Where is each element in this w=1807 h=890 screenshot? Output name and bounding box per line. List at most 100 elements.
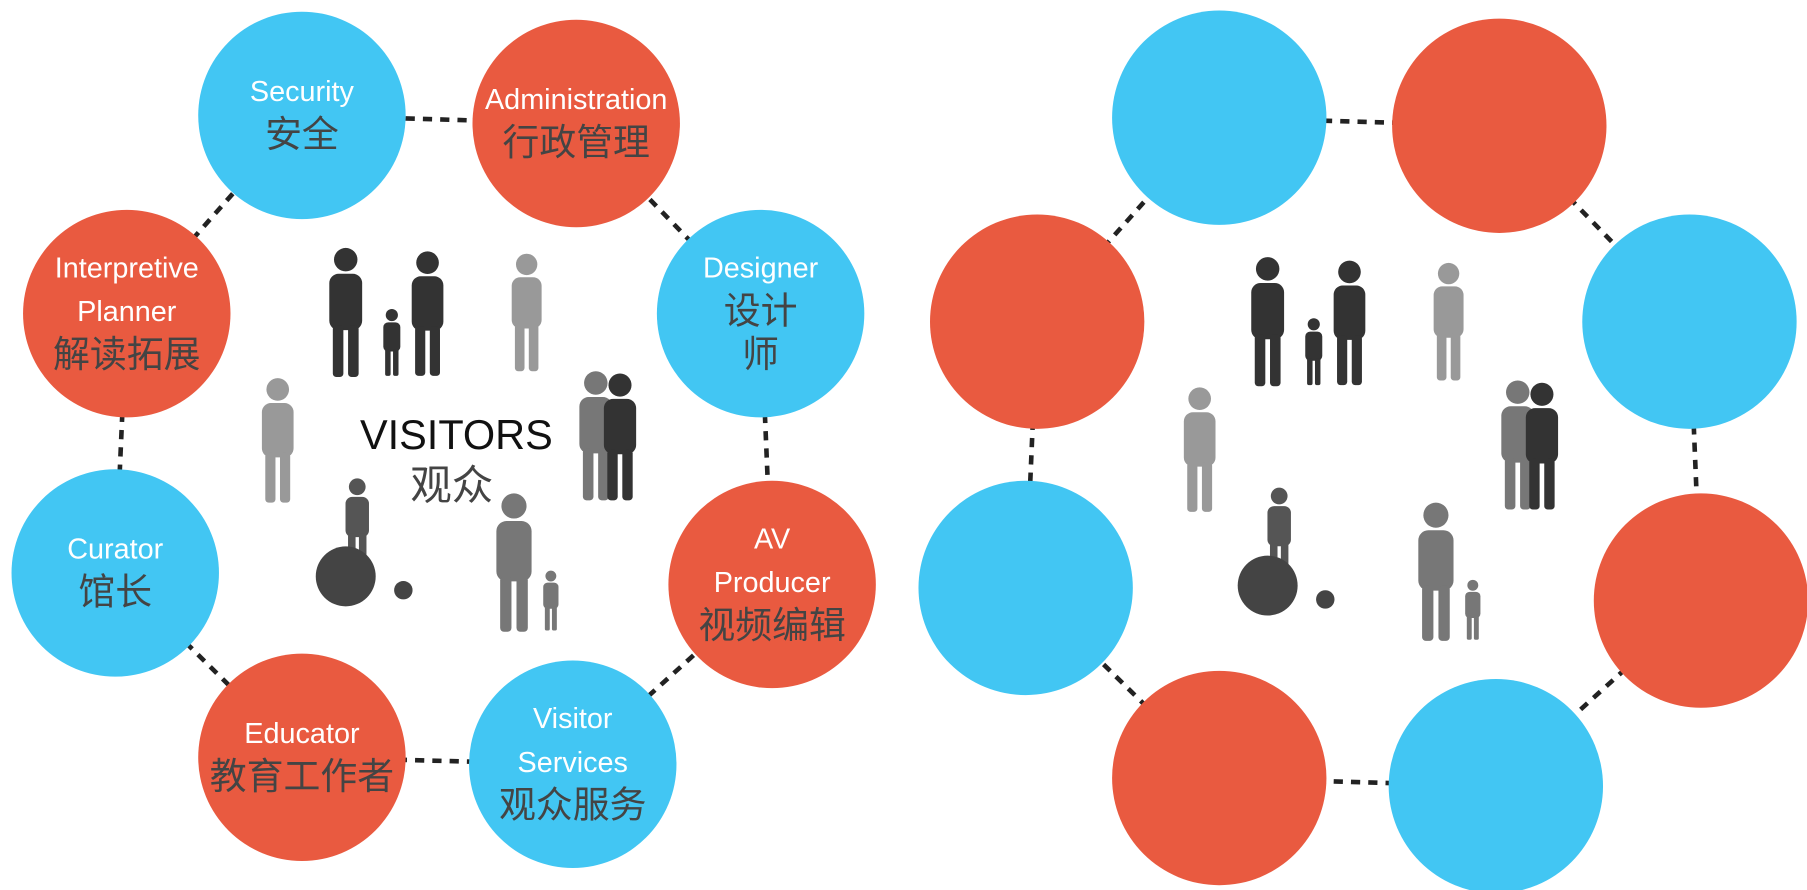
silhouette-body (1251, 283, 1284, 339)
role-label-en: Interpretive (55, 252, 199, 284)
silhouette-leg (415, 326, 425, 376)
silhouette (383, 309, 400, 376)
silhouette-head (1506, 380, 1529, 403)
role-label-zh: 安全 (265, 114, 339, 155)
silhouette (1334, 261, 1366, 385)
silhouette-leg (622, 450, 632, 501)
role-label-zh: 观众服务 (499, 785, 646, 826)
diagram-canvas: Security 安全 Administration 行政管理 Designer 设计师 A… (0, 0, 1807, 890)
role-label-en: Designer (703, 252, 819, 284)
silhouette-body (1465, 592, 1480, 618)
silhouette (1526, 383, 1558, 510)
silhouette-leg (385, 349, 390, 376)
silhouette-body (346, 497, 369, 537)
silhouette-head (334, 248, 357, 271)
role-label-zh: 师 (742, 334, 779, 375)
wheelchair-wheel (316, 546, 376, 606)
role-label-zh: 设计 (724, 290, 798, 331)
silhouette-body (1334, 286, 1366, 340)
silhouette-leg (598, 449, 609, 501)
silhouette-head (386, 309, 398, 321)
silhouette-leg (265, 453, 275, 503)
silhouette (1305, 318, 1322, 385)
silhouette-leg (1202, 462, 1212, 512)
role-circle (1582, 215, 1796, 429)
role-label-zh: 解读拓展 (53, 334, 200, 375)
silhouette-leg (529, 324, 539, 371)
silhouette-leg (1438, 586, 1449, 641)
role-label-en: Educator (244, 718, 360, 750)
silhouette-leg (583, 449, 594, 501)
silhouette-leg (607, 450, 617, 501)
silhouette (543, 571, 558, 631)
silhouette (1465, 580, 1480, 640)
silhouette (1418, 503, 1453, 641)
silhouette-head (1188, 387, 1211, 410)
role-label-en: Producer (714, 567, 831, 599)
role-label-zh: 行政管理 (502, 122, 649, 163)
role-circle (1112, 671, 1326, 885)
silhouette-head (1423, 503, 1448, 528)
role-label-en: Curator (67, 534, 163, 566)
silhouette-head (266, 378, 289, 401)
silhouette-leg (1451, 333, 1461, 380)
silhouette (262, 378, 294, 502)
silhouette-body (1526, 408, 1558, 463)
silhouette-body (383, 322, 400, 351)
role-label-zh: 馆长 (78, 572, 152, 613)
silhouette-head (1338, 261, 1361, 284)
silhouette (329, 248, 362, 377)
role-label-en: Administration (485, 84, 667, 116)
role-circle (930, 215, 1144, 429)
silhouette-leg (1270, 335, 1281, 387)
silhouette-leg (1352, 335, 1362, 385)
silhouette (604, 374, 636, 501)
silhouette-head (1467, 580, 1478, 591)
silhouette (496, 493, 531, 631)
silhouette-leg (515, 324, 525, 371)
silhouette-head (416, 251, 439, 274)
silhouette-leg (545, 607, 550, 631)
silhouette (512, 254, 542, 372)
silhouette-body (412, 276, 444, 330)
silhouette-head (584, 371, 607, 394)
silhouette-leg (1437, 333, 1447, 380)
silhouette-head (1256, 257, 1279, 280)
silhouette-body (1418, 530, 1453, 590)
role-circle (1112, 11, 1326, 225)
silhouette-body (543, 583, 558, 609)
silhouette-leg (552, 607, 557, 631)
role-circle (1392, 19, 1606, 233)
silhouette-leg (1337, 335, 1347, 385)
center-title: VISITORS (360, 411, 553, 458)
silhouette-leg (1422, 586, 1433, 641)
silhouette-body (604, 399, 636, 454)
silhouette-head (545, 571, 556, 582)
silhouette-leg (500, 576, 511, 631)
silhouette-leg (1467, 616, 1472, 640)
silhouette-leg (1255, 335, 1266, 387)
silhouette-body (1267, 506, 1290, 546)
silhouette-body (262, 403, 294, 457)
role-circle (918, 481, 1132, 695)
wheelchair-wheel (1238, 556, 1298, 616)
role-label-en: Visitor (533, 703, 613, 735)
center-subtitle: 观众 (410, 462, 493, 509)
silhouette-head (1530, 383, 1553, 406)
role-label-en: AV (754, 523, 791, 555)
silhouette (1251, 257, 1284, 386)
wheelchair-wheel (1316, 590, 1334, 608)
silhouette-leg (1307, 358, 1312, 385)
silhouette-leg (1474, 616, 1479, 640)
silhouette-leg (1315, 358, 1320, 385)
silhouette-leg (1529, 459, 1539, 510)
silhouette-body (1184, 412, 1216, 466)
silhouette-body (1434, 286, 1464, 337)
silhouette-leg (333, 325, 344, 377)
silhouette-head (349, 478, 366, 495)
silhouette (1184, 387, 1216, 511)
role-label-en: Planner (77, 296, 177, 328)
role-label-en: Security (250, 76, 355, 108)
silhouette-body (512, 277, 542, 328)
silhouette-leg (280, 453, 290, 503)
